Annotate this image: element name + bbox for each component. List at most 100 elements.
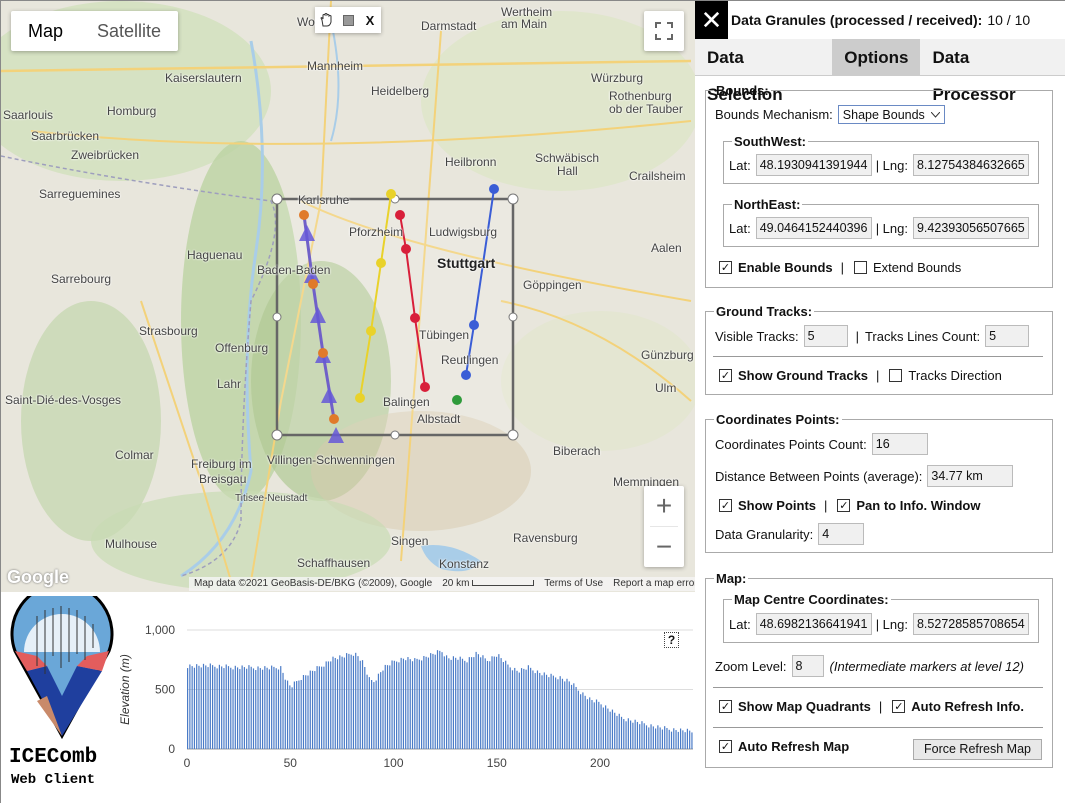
- help-button[interactable]: ?: [664, 632, 679, 648]
- x-tick-label: 50: [284, 756, 298, 770]
- zoom-out-button[interactable]: −: [655, 531, 673, 562]
- elevation-bar: [298, 680, 300, 749]
- place-label: Tübingen: [419, 328, 470, 342]
- auto-refresh-map-checkbox[interactable]: ✓: [719, 740, 732, 753]
- northeast-lng-input[interactable]: 9.42393056507665: [912, 217, 1029, 239]
- place-label: Villingen-Schwenningen: [267, 453, 395, 467]
- bounds-mechanism-select[interactable]: Shape Bounds: [837, 105, 945, 124]
- elevation-bar: [273, 666, 275, 749]
- zoom-level-label: Zoom Level:: [715, 658, 787, 674]
- elevation-bar: [605, 705, 607, 749]
- coord-count-input[interactable]: 16: [871, 433, 928, 455]
- rectangle-tool-icon[interactable]: [337, 7, 359, 33]
- x-tick-label: 200: [590, 756, 610, 770]
- extend-bounds-label: Extend Bounds: [873, 260, 962, 275]
- elevation-bar: [286, 680, 289, 749]
- elevation-bar: [550, 673, 552, 749]
- elevation-bar: [355, 652, 357, 749]
- elevation-bar: [580, 694, 582, 749]
- southwest-lng-input[interactable]: 8.12754384632665: [912, 154, 1029, 176]
- elevation-bar: [361, 660, 364, 749]
- elevation-bar: [391, 660, 393, 749]
- elevation-bar: [486, 660, 489, 749]
- elevation-bar: [280, 666, 282, 749]
- elevation-bar: [196, 664, 198, 749]
- elevation-bar: [214, 666, 216, 749]
- elevation-bar: [689, 730, 691, 749]
- map-fieldset: Map:: [705, 571, 1053, 768]
- extend-bounds-checkbox[interactable]: [854, 261, 868, 274]
- visible-tracks-input[interactable]: 5: [803, 325, 848, 347]
- tab-data-selection[interactable]: Data Selection: [707, 48, 783, 104]
- map-canvas[interactable]: [1, 1, 695, 592]
- elevation-bar: [577, 690, 579, 749]
- auto-refresh-info-checkbox[interactable]: ✓: [892, 700, 906, 713]
- elevation-bar: [591, 700, 593, 749]
- zoom-level-input[interactable]: 8: [791, 655, 824, 677]
- show-map-quadrants-checkbox[interactable]: ✓: [719, 700, 732, 713]
- elevation-bar: [305, 675, 307, 749]
- elevation-bar: [268, 669, 270, 749]
- elevation-bar: [386, 665, 389, 749]
- map-type-satellite-button[interactable]: Satellite: [97, 21, 162, 41]
- elevation-bar: [664, 726, 666, 749]
- elevation-section: ICEComb Web Client 1,000 500 0 0 50 100 150 200…: [1, 592, 695, 803]
- distance-input[interactable]: 34.77 km: [927, 465, 1014, 487]
- enable-bounds-checkbox[interactable]: ✓: [719, 261, 732, 274]
- show-points-checkbox[interactable]: ✓: [719, 499, 732, 512]
- map-centre-lat-input[interactable]: 48.6982136641941: [755, 613, 872, 635]
- place-label: Balingen: [383, 395, 430, 409]
- elevation-bar: [427, 657, 430, 749]
- elevation-bar: [541, 675, 543, 749]
- elevation-bar: [336, 659, 339, 749]
- tracks-lines-input[interactable]: 5: [985, 325, 1030, 347]
- place-label: am Main: [501, 17, 548, 31]
- auto-refresh-map-row: ✓ Auto Refresh Map: [719, 739, 849, 754]
- hand-icon[interactable]: [315, 7, 337, 33]
- northeast-lat-input[interactable]: 49.0464152440396: [755, 217, 872, 239]
- elevation-bar: [230, 667, 232, 749]
- tab-data-processor[interactable]: Data Processor: [932, 48, 1016, 104]
- place-label: Crailsheim: [629, 169, 686, 183]
- elevation-bar: [327, 661, 330, 749]
- elevation-bar: [595, 699, 598, 749]
- close-drawing-button[interactable]: X: [365, 12, 375, 28]
- terms-of-use-link[interactable]: Terms of Use: [544, 578, 604, 589]
- elevation-bar: [382, 670, 384, 749]
- zoom-in-button[interactable]: +: [655, 490, 673, 521]
- place-label: Heidelberg: [371, 84, 430, 98]
- map-type-map-button[interactable]: Map: [28, 21, 64, 41]
- elevation-bar: [477, 654, 479, 749]
- fullscreen-button[interactable]: [644, 11, 684, 51]
- elevation-bar: [625, 721, 627, 749]
- elevation-bar: [530, 667, 532, 749]
- elevation-bar: [225, 664, 227, 749]
- elevation-bar: [555, 677, 557, 749]
- elevation-bar: [314, 671, 316, 749]
- elevation-bar: [623, 719, 625, 749]
- elevation-bar: [189, 664, 191, 749]
- force-refresh-map-button[interactable]: Force Refresh Map: [913, 739, 1042, 760]
- southwest-lat-input[interactable]: 48.1930941391944: [755, 154, 872, 176]
- granularity-input[interactable]: 4: [818, 523, 865, 545]
- ground-tracks: [299, 188, 495, 443]
- elevation-bar: [602, 707, 604, 749]
- elevation-bar: [241, 665, 243, 749]
- distance-row: Distance Between Points (average): 34.77…: [715, 465, 1014, 487]
- map-centre-lng-input[interactable]: 8.52728585708654: [912, 613, 1029, 635]
- tracks-direction-checkbox[interactable]: [889, 369, 903, 382]
- elevation-bar: [452, 656, 455, 749]
- place-label: Saarlouis: [3, 108, 54, 122]
- elevation-bar: [459, 656, 461, 749]
- place-label: Schwäbisch: [535, 151, 600, 165]
- tab-options[interactable]: Options: [832, 39, 921, 75]
- close-panel-button[interactable]: ✕: [695, 1, 728, 39]
- report-map-error-link[interactable]: Report a map error: [613, 578, 695, 589]
- place-label: Albstadt: [417, 412, 461, 426]
- elevation-bar: [511, 670, 514, 749]
- elevation-bar: [630, 720, 632, 749]
- bounds-options-row: ✓ Enable Bounds | Extend Bounds: [719, 260, 961, 275]
- map-view[interactable]: Worms Darmstadt Wertheim am Main Mannhei…: [1, 1, 695, 592]
- show-ground-tracks-checkbox[interactable]: ✓: [719, 369, 732, 382]
- pan-info-window-checkbox[interactable]: ✓: [837, 499, 851, 512]
